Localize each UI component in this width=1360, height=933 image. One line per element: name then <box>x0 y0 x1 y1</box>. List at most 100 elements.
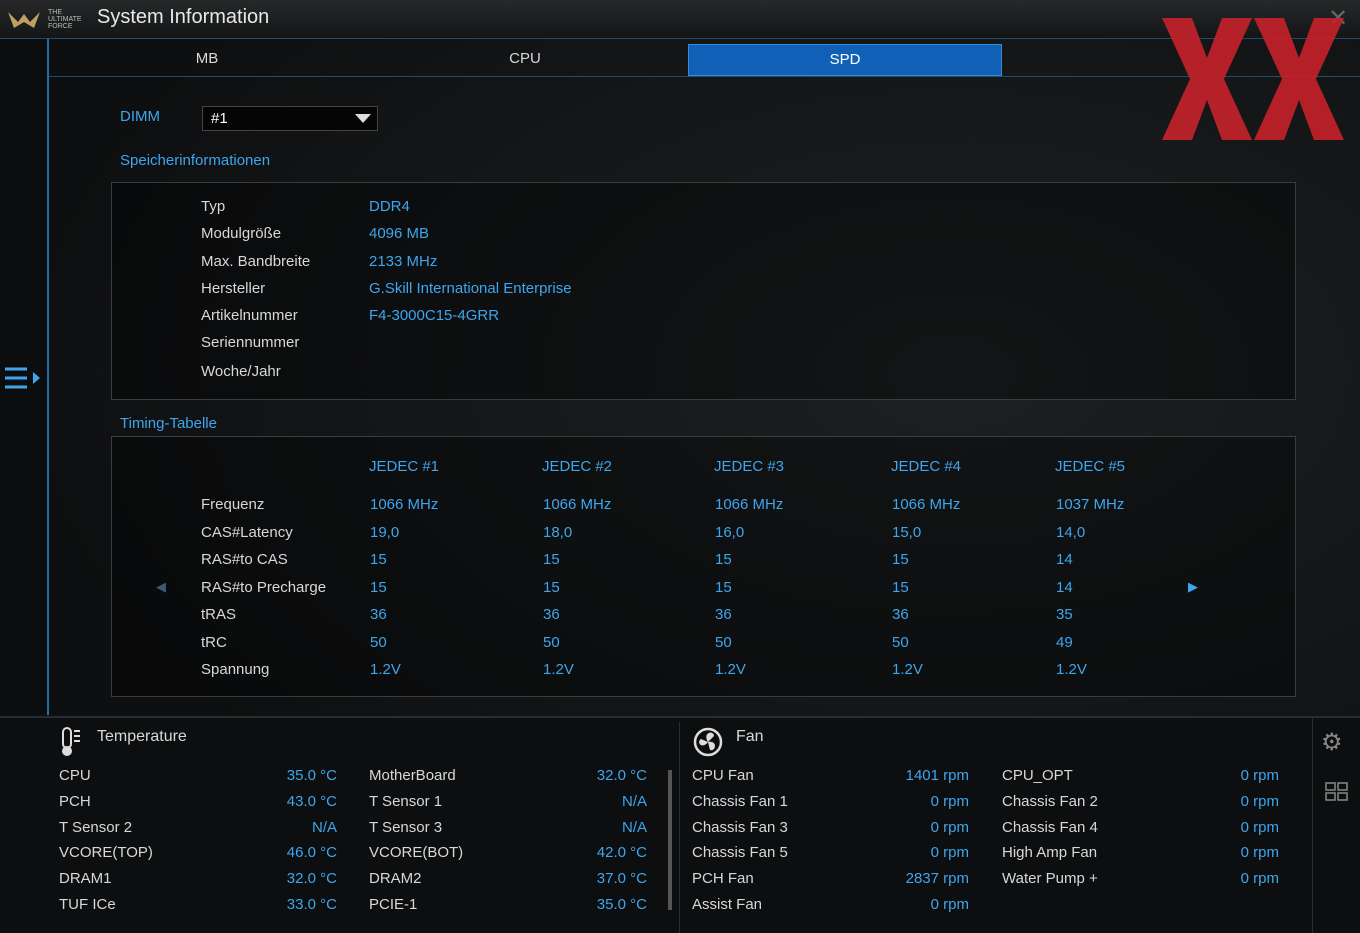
temperature-value: N/A <box>311 818 337 836</box>
temperature-value: 32.0 °C <box>286 870 337 888</box>
temperature-icon <box>62 727 80 756</box>
timing-value: 1.2V <box>1056 661 1087 678</box>
fan-name: CPU_OPT <box>1002 767 1073 784</box>
timing-value: 36 <box>715 606 732 623</box>
info-label: Woche/Jahr <box>201 363 281 380</box>
row-label: RAS#to CAS <box>201 551 288 568</box>
fan-value: 0 rpm <box>930 818 969 836</box>
fan-value: 2837 rpm <box>905 870 969 888</box>
fan-name: PCH Fan <box>692 870 754 888</box>
fan-value: 0 rpm <box>1240 844 1279 862</box>
fan-name: CPU Fan <box>692 767 754 784</box>
info-value: DDR4 <box>369 198 410 215</box>
memory-info-box <box>111 182 1296 400</box>
temperature-value: N/A <box>621 792 647 810</box>
tab[interactable]: CPU <box>509 50 541 67</box>
timing-value: 49 <box>1056 633 1073 651</box>
timing-value: 15 <box>892 551 909 568</box>
info-label: Artikelnummer <box>201 307 298 324</box>
timing-value: 36 <box>543 606 560 623</box>
timing-value: 50 <box>543 633 560 651</box>
fan-name: Chassis Fan 5 <box>692 844 788 862</box>
row-label: tRC <box>201 633 227 651</box>
timing-value: 15 <box>543 551 560 568</box>
tab-bar: MB CPU SPD <box>49 40 1360 77</box>
monitor-panel: Temperature Fan ⚙ CPU 35.0 °C PCH 43.0 °C T … <box>0 716 1360 933</box>
timing-value: 15 <box>543 578 560 596</box>
timing-value: 35 <box>1056 606 1073 623</box>
fan-value: 0 rpm <box>930 792 969 810</box>
tab[interactable]: SPD <box>688 44 1002 76</box>
timing-value: 14,0 <box>1056 523 1086 541</box>
timing-value: 15 <box>370 578 387 596</box>
timing-value: 1.2V <box>370 661 401 678</box>
dimm-dropdown[interactable]: #1 <box>202 106 378 131</box>
fan-icon <box>693 727 723 757</box>
row-label: CAS#Latency <box>201 523 293 541</box>
fan-value: 0 rpm <box>1240 818 1279 836</box>
settings-button[interactable]: ⚙ <box>1321 729 1343 756</box>
timing-value: 14 <box>1056 578 1073 596</box>
row-label: RAS#to Precharge <box>201 578 327 596</box>
fan-value: 1401 rpm <box>905 767 969 784</box>
temperature-name: CPU <box>59 767 91 784</box>
temperature-value: 33.0 °C <box>286 896 337 913</box>
info-value: F4-3000C15-4GRR <box>369 307 500 324</box>
timing-value: 15 <box>715 578 732 596</box>
fan-name: Chassis Fan 2 <box>1002 792 1098 810</box>
temperature-name: MotherBoard <box>369 767 456 784</box>
timing-value: 1066 MHz <box>543 496 612 513</box>
temperature-name: DRAM1 <box>59 870 112 888</box>
timing-box <box>111 436 1296 697</box>
timing-value: 1066 MHz <box>892 496 961 513</box>
scroll-left[interactable]: ◀ <box>156 579 166 594</box>
fan-name: Water Pump + <box>1002 870 1098 888</box>
scrollbar[interactable] <box>668 770 672 910</box>
temperature-title: Temperature <box>97 728 187 745</box>
row-label: Frequenz <box>201 496 265 513</box>
timing-value: 18,0 <box>543 523 573 541</box>
fan-value: 0 rpm <box>930 844 969 862</box>
info-value: G.Skill International Enterprise <box>369 280 572 297</box>
temperature-value: 43.0 °C <box>286 792 337 810</box>
window-title: System Information <box>97 6 270 28</box>
temperature-name: PCIE-1 <box>369 896 418 913</box>
temperature-name: T Sensor 1 <box>369 792 443 810</box>
dimm-value: #1 <box>211 110 228 127</box>
info-value: 2133 MHz <box>369 253 438 270</box>
sidebar <box>0 39 49 715</box>
timing-value: 15,0 <box>892 523 922 541</box>
column-header: JEDEC #2 <box>542 458 613 475</box>
info-label: Typ <box>201 198 226 215</box>
info-label: Max. Bandbreite <box>201 253 311 270</box>
temperature-value: N/A <box>621 818 647 836</box>
timing-value: 15 <box>892 578 909 596</box>
timing-value: 1037 MHz <box>1056 496 1125 513</box>
fan-name: Assist Fan <box>692 896 763 913</box>
watermark <box>1162 18 1344 140</box>
info-value: 4096 MB <box>369 225 430 242</box>
brand: THE ULTIMATE FORCE <box>48 9 82 30</box>
timing-value: 36 <box>892 606 909 623</box>
timing-value: 1.2V <box>543 661 574 678</box>
layout-button[interactable] <box>1325 782 1349 802</box>
temperature-name: TUF ICe <box>59 896 116 913</box>
scroll-right[interactable]: ▶ <box>1188 579 1198 594</box>
temperature-name: T Sensor 2 <box>59 818 133 836</box>
section-title: Speicherinformationen <box>120 152 271 169</box>
temperature-value: 35.0 °C <box>286 767 337 784</box>
tab[interactable]: MB <box>195 50 219 67</box>
right-toolbar: ⚙ <box>1312 718 1360 933</box>
timing-value: 16,0 <box>715 523 745 541</box>
column-header: JEDEC #5 <box>1055 458 1126 475</box>
row-label: Spannung <box>201 661 270 678</box>
column-header: JEDEC #4 <box>891 458 962 475</box>
menu-toggle[interactable] <box>3 366 43 392</box>
timing-value: 15 <box>715 551 732 568</box>
fan-value: 0 rpm <box>1240 767 1279 784</box>
fan-name: Chassis Fan 1 <box>692 792 788 810</box>
info-label: Modulgröße <box>201 225 282 242</box>
temperature-name: PCH <box>59 792 91 810</box>
fan-name: Chassis Fan 4 <box>1002 818 1098 836</box>
